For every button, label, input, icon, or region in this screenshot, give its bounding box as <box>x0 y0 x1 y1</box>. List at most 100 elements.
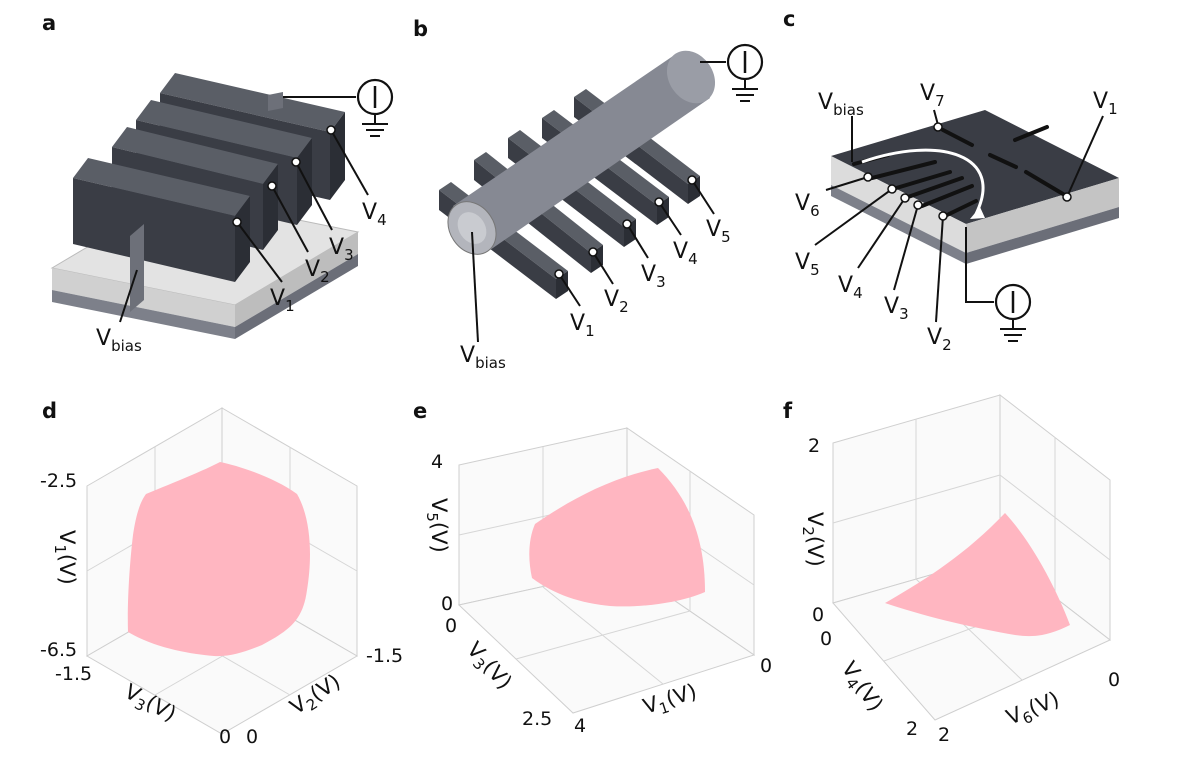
panel-c-v2-lead <box>935 215 944 323</box>
panel-b-v2-label: V2 <box>604 287 629 316</box>
panel-f: f 2 0 0 2 2 0 V2(V) V4(V) V6(V) <box>783 393 1120 746</box>
panel-b-nanowire <box>447 50 716 255</box>
panel-c-current-path <box>861 148 985 215</box>
panel-e-z-tick-top: 4 <box>431 451 443 473</box>
panel-c-v2-contact <box>938 211 948 221</box>
panel-f-y-tick-end: 0 <box>1108 669 1120 691</box>
panel-b-v3-lead <box>626 223 649 259</box>
panel-c-base-side <box>966 207 1119 264</box>
panel-a-channel <box>130 224 144 312</box>
panel-b-v1-lead <box>558 273 581 307</box>
panel-b-v5-contact <box>687 175 697 185</box>
panel-a-gate-1 <box>73 158 250 282</box>
panel-f-x-axis-label: V4(V) <box>834 657 888 718</box>
panel-d-y-tick-end: 0 <box>246 726 258 748</box>
panel-a-channel-back <box>268 92 283 111</box>
panel-a-letter: a <box>42 11 56 35</box>
panel-b-vbias-lead <box>471 231 479 343</box>
panel-c-ground-wire <box>965 227 994 303</box>
panel-e-y-tick-start: 4 <box>574 715 586 737</box>
panel-f-x-tick-start: 0 <box>820 628 832 650</box>
panel-f-z-tick-top: 2 <box>808 435 820 457</box>
panel-c-v6-label: V6 <box>795 191 820 220</box>
panel-f-feasible-surface <box>885 513 1070 637</box>
panel-b-v1-label: V1 <box>570 311 595 340</box>
panel-b-v4-label: V4 <box>673 239 698 268</box>
panel-d-letter: d <box>42 399 57 423</box>
panel-f-z-tick-bottom: 0 <box>812 604 824 626</box>
panel-b: b <box>413 17 764 372</box>
panel-c-v1-label: V1 <box>1093 89 1118 118</box>
panel-b-v2-lead <box>592 251 614 285</box>
panel-f-letter: f <box>783 399 793 423</box>
panel-c-ammeter-icon <box>994 283 1032 342</box>
panel-c-chip-side <box>966 178 1119 253</box>
panel-c-v3-lead <box>893 204 919 291</box>
panel-e-z-tick-bottom: 0 <box>441 593 453 615</box>
panel-c-v5-lead <box>814 188 893 246</box>
panel-c-v6-lead <box>825 176 869 191</box>
panel-c-v7-contact <box>933 122 943 132</box>
panel-c-v6-contact <box>863 172 873 182</box>
panel-a-base-side <box>235 254 358 339</box>
panel-b-v4-lead <box>658 201 682 236</box>
panel-a-v2-contact <box>267 181 277 191</box>
panel-a-v4-lead <box>330 129 369 196</box>
panel-b-v2-contact <box>588 247 598 257</box>
panel-a-vbias-label: Vbias <box>96 326 142 355</box>
panel-f-y-tick-start: 2 <box>938 724 950 746</box>
panel-b-vbias-label: Vbias <box>460 343 506 372</box>
panel-b-ammeter-icon <box>726 43 764 102</box>
panel-b-v3-label: V3 <box>641 262 666 291</box>
panel-c-v5-label: V5 <box>795 250 820 279</box>
panel-a-base-front <box>52 290 235 339</box>
panel-d-x-tick-start: -1.5 <box>55 663 92 685</box>
panel-a-v2-lead <box>271 185 309 253</box>
panel-e: e 4 0 0 2.5 4 0 V5(V) V3(V) V1(V) <box>413 399 772 737</box>
panel-a-v3-contact <box>291 157 301 167</box>
panel-a-v1-contact <box>232 217 242 227</box>
panel-e-x-tick-end: 2.5 <box>522 708 552 730</box>
panel-e-y-tick-end: 0 <box>760 655 772 677</box>
panel-d: d -2.5 -6.5 -1.5 0 -1.5 0 V1(V) V3(V) V2… <box>40 399 403 748</box>
panel-d-z-axis-label: V1(V) <box>51 530 79 585</box>
panel-a-vbias-lead <box>119 269 138 323</box>
panel-c-v3-contact <box>913 200 923 210</box>
panel-a-v3-label: V3 <box>329 235 354 264</box>
panel-b-v4-contact <box>654 197 664 207</box>
panel-d-z-tick-bottom: -6.5 <box>40 639 77 661</box>
panel-f-x-tick-end: 2 <box>906 718 918 740</box>
panel-c-v4-lead <box>857 197 906 269</box>
panel-c-v3-label: V3 <box>884 294 909 323</box>
panel-a-v4-label: V4 <box>362 200 387 229</box>
panel-b-letter: b <box>413 17 428 41</box>
panel-c-v1-contact <box>1062 192 1072 202</box>
panel-f-y-axis-label: V6(V) <box>1003 687 1064 733</box>
panel-e-x-tick-start: 0 <box>445 615 457 637</box>
panel-c-v2-label: V2 <box>927 325 952 354</box>
panel-d-x-tick-end: 0 <box>219 726 231 748</box>
panel-c-vbias-label: Vbias <box>818 90 864 119</box>
panel-b-v5-label: V5 <box>706 217 731 246</box>
panel-a-substrate-side <box>235 232 358 327</box>
panel-e-feasible-surface <box>529 468 705 607</box>
panel-e-z-axis-label: V5(V) <box>423 498 451 553</box>
panel-c-arrow-head-icon <box>970 207 985 219</box>
panel-c-base-front <box>831 185 966 264</box>
panel-a-v1-lead <box>236 221 283 283</box>
panel-c-v4-contact <box>900 193 910 203</box>
panel-a-ammeter-icon <box>356 78 394 137</box>
panel-f-z-axis-label: V2(V) <box>799 512 827 567</box>
panel-b-v3-contact <box>622 219 632 229</box>
panel-c-v4-label: V4 <box>838 273 863 302</box>
panel-d-y-tick-start: -1.5 <box>366 645 403 667</box>
panel-b-v5-lead <box>691 179 715 215</box>
panel-a-v2-label: V2 <box>305 257 330 286</box>
panel-c-v5-contact <box>887 184 897 194</box>
panel-a-v4-contact <box>326 125 336 135</box>
panel-a: a <box>42 11 394 355</box>
panel-b-v1-contact <box>554 269 564 279</box>
panel-c-v7-label: V7 <box>920 81 945 110</box>
panel-d-z-tick-top: -2.5 <box>40 470 77 492</box>
